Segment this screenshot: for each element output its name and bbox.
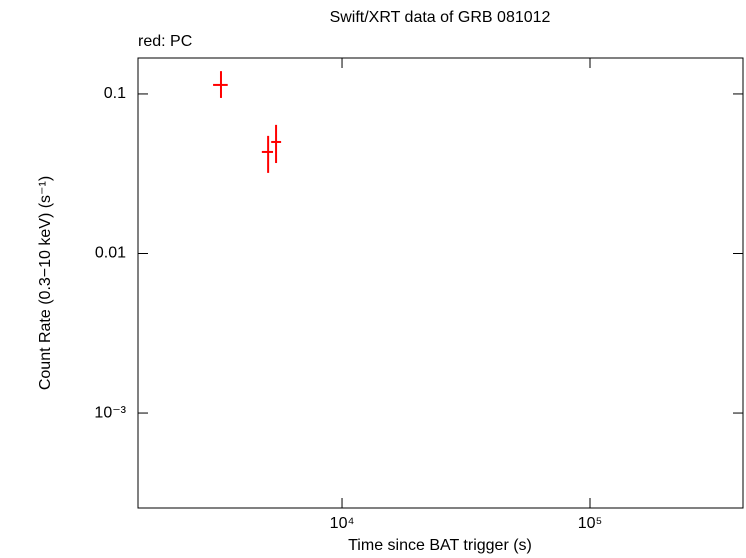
- y-axis-label: Count Rate (0.3−10 keV) (s⁻¹): [37, 176, 54, 390]
- y-tick-label: 0.01: [95, 245, 126, 262]
- plot-frame: [137, 57, 744, 509]
- x-axis-label: Time since BAT trigger (s): [348, 537, 532, 554]
- chart-title: Swift/XRT data of GRB 081012: [330, 9, 551, 26]
- y-tick-label: 10⁻³: [94, 404, 126, 421]
- y-tick-label: 0.1: [104, 85, 126, 102]
- subtitle: red: PC: [138, 33, 192, 50]
- x-tick-label: 10⁴: [330, 515, 355, 532]
- x-tick-label: 10⁵: [578, 515, 602, 532]
